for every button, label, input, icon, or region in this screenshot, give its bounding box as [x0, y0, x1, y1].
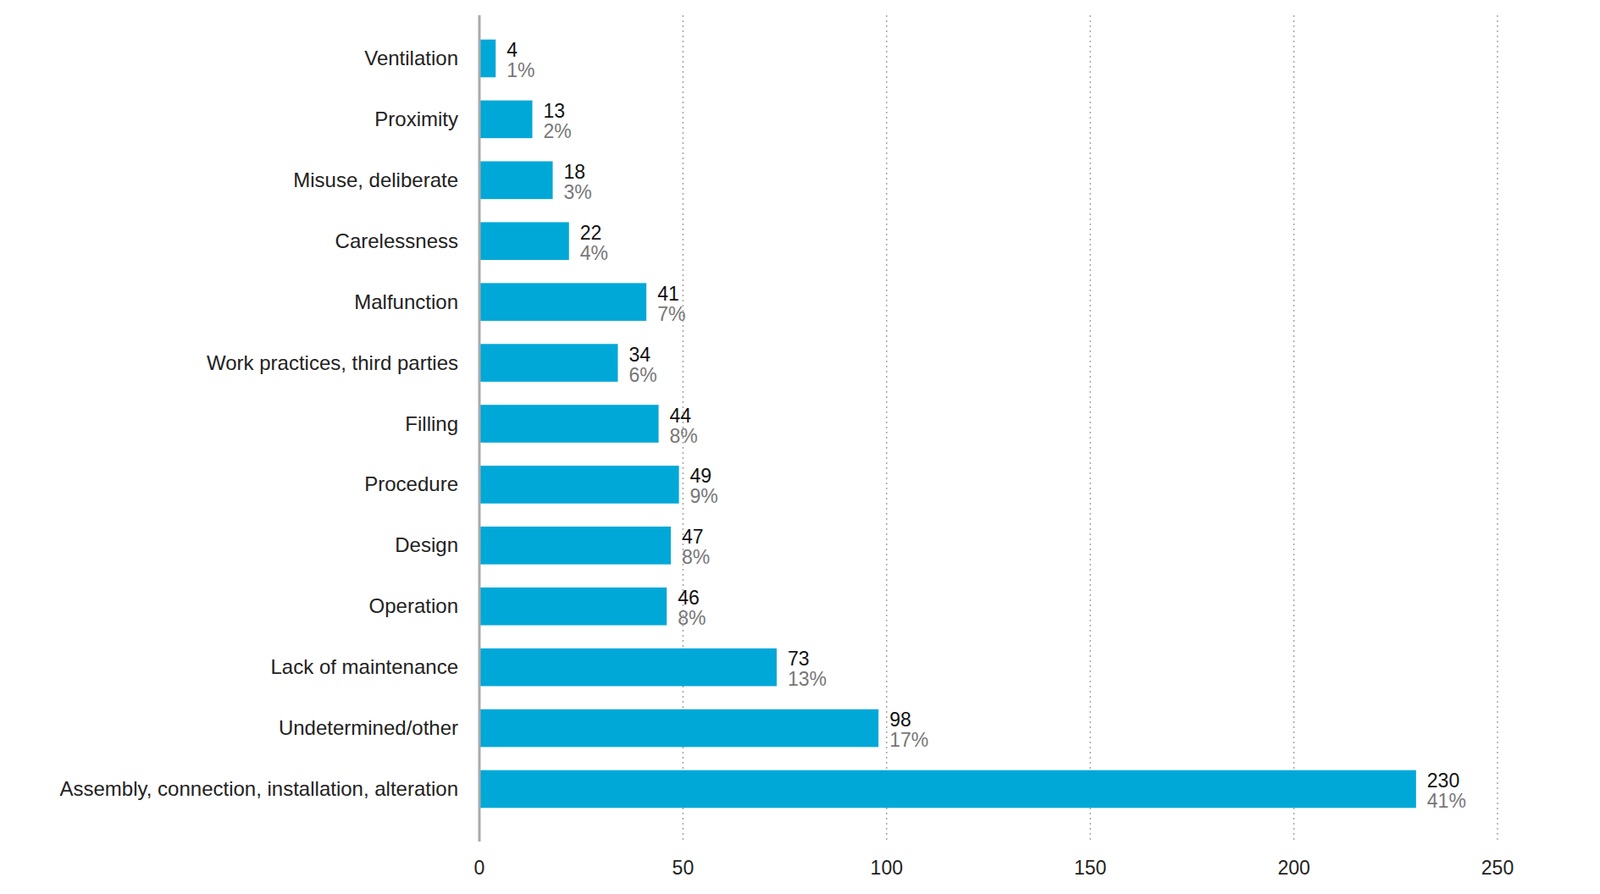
category-label: Filling	[404, 412, 459, 436]
grid-line	[1496, 15, 1498, 842]
value-label: 13	[543, 99, 566, 122]
bar	[479, 587, 667, 626]
category-label: Undetermined/other	[278, 716, 459, 740]
category-label: Proximity	[374, 107, 459, 131]
grid-line	[1090, 15, 1091, 842]
percent-label: 4%	[580, 242, 609, 265]
bars	[479, 39, 1417, 809]
axis-line	[478, 15, 482, 842]
percent-label: 1%	[506, 59, 535, 82]
tick-label: 150	[1074, 857, 1107, 880]
value-label: 49	[690, 465, 713, 488]
value-label: 18	[564, 160, 587, 183]
tick-label: 0	[474, 857, 486, 880]
category-label: Procedure	[364, 472, 459, 496]
category-label: Carelessness	[335, 229, 459, 253]
value-label: 44	[669, 404, 693, 427]
category-label: Malfunction	[354, 290, 459, 314]
value-label: 46	[677, 586, 700, 609]
percent-label: 3%	[564, 181, 593, 204]
bar	[479, 343, 618, 383]
percent-label: 8%	[677, 607, 706, 630]
grid-line	[885, 15, 887, 842]
grid-line	[1293, 15, 1295, 842]
chart: 0 50 100 150 200 250 Ventilation 41% Proximity 13…	[0, 0, 1600, 894]
bar	[479, 282, 647, 322]
percent-label: 6%	[628, 364, 657, 387]
value-label: 41	[657, 282, 680, 305]
value-label: 34	[628, 343, 651, 366]
percent-label: 7%	[657, 303, 686, 326]
percent-label: 8%	[681, 546, 710, 569]
value-label: 4	[506, 38, 518, 61]
bar	[479, 221, 570, 261]
bar	[479, 100, 533, 139]
category-label: Misuse, deliberate	[293, 168, 459, 192]
tick-label: 50	[672, 857, 695, 880]
bar	[479, 161, 554, 200]
value-label: 47	[681, 525, 704, 549]
value-label: 230	[1427, 769, 1460, 792]
category-label: Work practices, third parties	[206, 351, 459, 375]
category-label: Assembly, connection, installation, alte…	[60, 777, 459, 801]
value-label: 98	[889, 708, 912, 731]
category-label: Design	[394, 533, 459, 557]
category-label: Lack of maintenance	[271, 655, 459, 679]
category-label: Operation	[369, 594, 459, 618]
tick-label: 100	[870, 857, 903, 880]
percent-label: 2%	[543, 120, 572, 143]
bar	[479, 648, 777, 687]
category-label: Ventilation	[364, 46, 459, 70]
tick-label: 200	[1277, 857, 1310, 880]
bar	[479, 465, 680, 504]
percent-label: 8%	[669, 425, 698, 448]
value-label: 73	[787, 647, 810, 670]
percent-label: 9%	[690, 485, 719, 508]
bar	[479, 770, 1417, 809]
percent-label: 41%	[1427, 790, 1467, 813]
percent-label: 17%	[889, 729, 929, 752]
percent-label: 13%	[787, 668, 827, 691]
bar	[479, 39, 496, 78]
value-label: 22	[580, 221, 603, 244]
bar	[479, 404, 659, 443]
bar	[479, 709, 879, 748]
bar	[479, 526, 671, 565]
tick-label: 250	[1481, 857, 1514, 880]
